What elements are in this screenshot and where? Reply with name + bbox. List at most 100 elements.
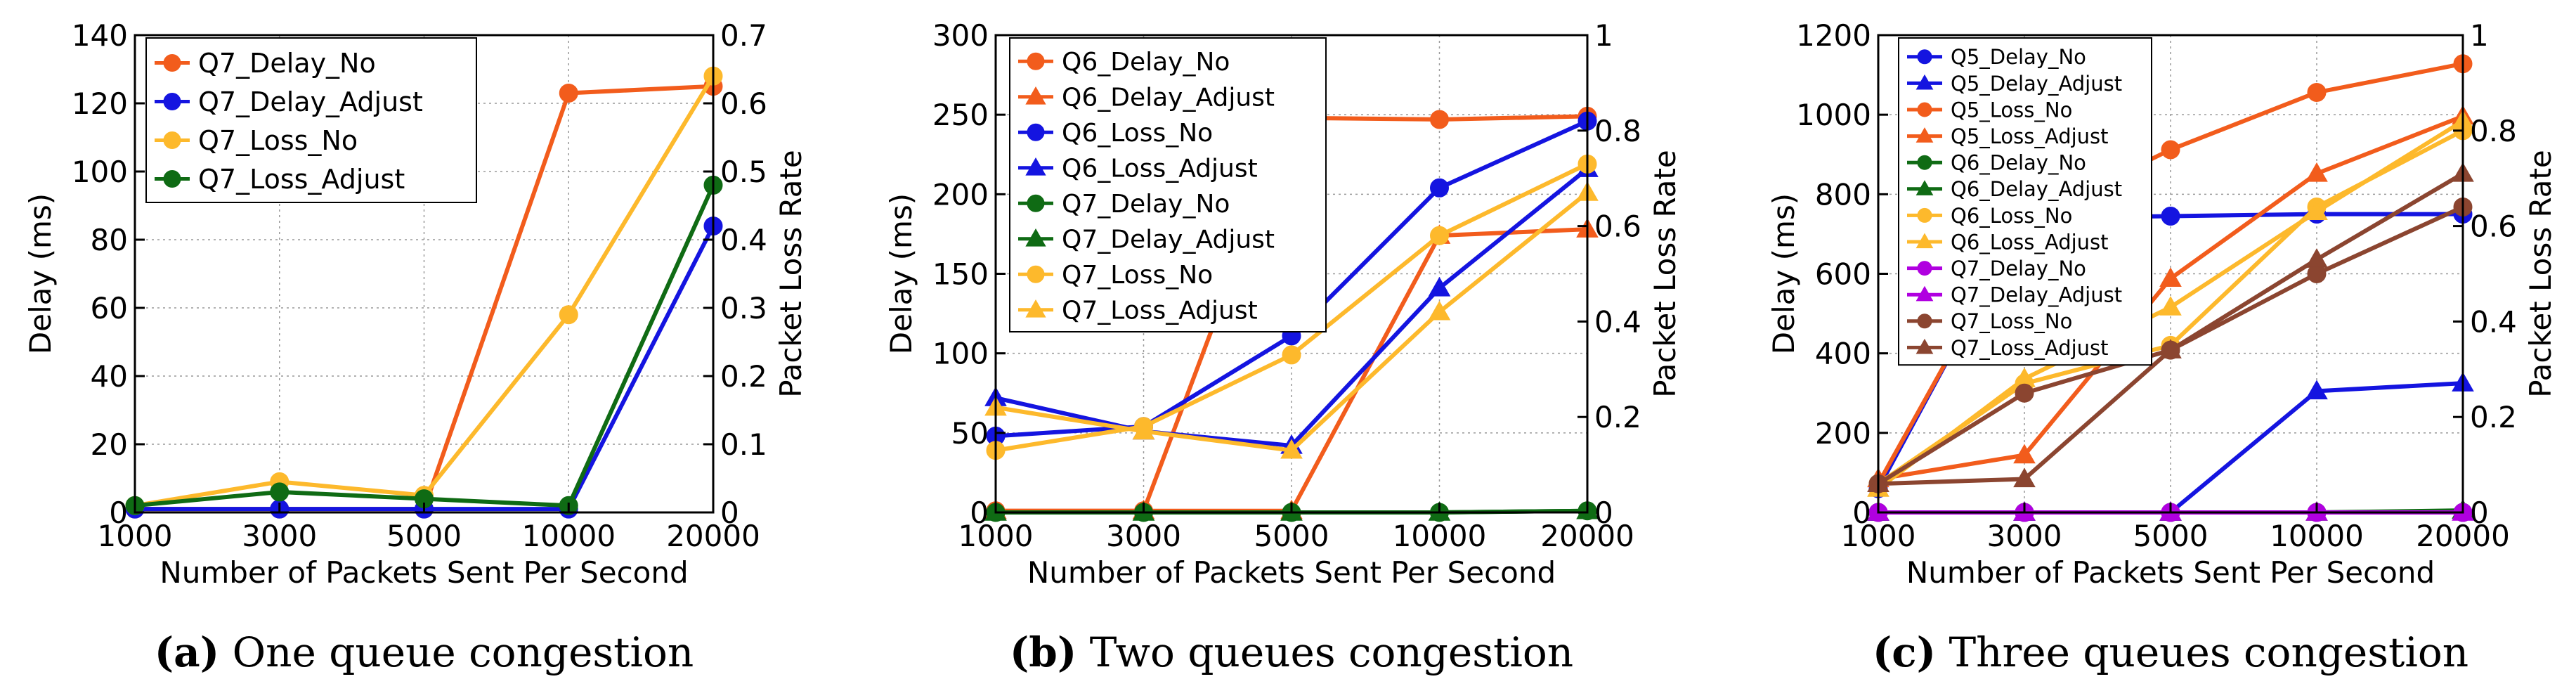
tick-label-y: 600 xyxy=(1815,257,1871,292)
tick-label-y: 1000 xyxy=(1796,98,1871,132)
legend-item-q7-delay-no: Q7_Delay_No xyxy=(1907,257,2086,280)
point-q6-loss-adjust xyxy=(1428,276,1451,297)
legend-item-q7-delay-adjust: Q7_Delay_Adjust xyxy=(1018,226,1275,254)
legend-item-q7-delay-adjust: Q7_Delay_Adjust xyxy=(1907,283,2122,307)
tick-label-y: 100 xyxy=(932,337,989,371)
tick-label-y: 140 xyxy=(72,18,128,53)
legend-label: Q5_Delay_No xyxy=(1951,45,2086,69)
legend-swatch-marker xyxy=(1025,228,1046,247)
point-q5-loss-adjust xyxy=(2013,444,2036,464)
tick-label-y: 120 xyxy=(72,86,128,121)
tick-label-y2: 0.7 xyxy=(720,18,767,53)
point-q7-loss-adjust xyxy=(2013,467,2036,488)
legend-swatch-marker xyxy=(1915,285,1934,302)
legend-label: Q7_Delay_No xyxy=(198,48,376,79)
tick-label-y2: 0.4 xyxy=(2470,304,2517,339)
x-axis-label: Number of Packets Sent Per Second xyxy=(160,555,688,590)
legend-swatch-marker xyxy=(1915,338,1934,354)
tick-label-y: 0 xyxy=(970,496,989,530)
y-axis-label: Delay (ms) xyxy=(1767,193,1801,354)
point-q6-loss-no xyxy=(1430,178,1449,198)
tick-label-y: 100 xyxy=(72,155,128,189)
tick-label-y2: 0.4 xyxy=(1594,304,1641,339)
figure-caption: (a) One queue congestion xyxy=(155,628,694,676)
tick-label-y2: 0.6 xyxy=(1594,209,1641,244)
y-axis-label: Delay (ms) xyxy=(884,193,918,354)
tick-label-y: 40 xyxy=(91,359,128,394)
point-q7-loss-no xyxy=(2015,383,2034,403)
legend-label: Q7_Loss_Adjust xyxy=(1062,297,1258,325)
tick-label-y2: 0.3 xyxy=(720,291,767,325)
legend-label: Q7_Loss_Adjust xyxy=(198,164,405,195)
legend-swatch-marker xyxy=(1917,102,1932,117)
legend-label: Q5_Loss_No xyxy=(1951,98,2072,122)
tick-label-y: 20 xyxy=(91,427,128,462)
legend-item-q5-delay-adjust: Q5_Delay_Adjust xyxy=(1907,72,2122,96)
legend-swatch-marker xyxy=(163,170,181,188)
tick-label-y2: 0.8 xyxy=(2470,114,2517,148)
legend-label: Q7_Delay_No xyxy=(1062,190,1230,219)
legend: Q7_Delay_No Q7_Delay_Adjust Q7_Loss_No Q7_L… xyxy=(145,37,477,203)
legend-swatch-marker xyxy=(1027,123,1045,141)
point-q5-loss-no xyxy=(2307,82,2327,102)
legend-label: Q6_Delay_Adjust xyxy=(1951,177,2122,201)
legend-item-q7-loss-adjust: Q7_Loss_Adjust xyxy=(1018,297,1258,325)
point-q5-loss-no xyxy=(2161,140,2180,160)
legend-label: Q7_Delay_Adjust xyxy=(1062,226,1275,254)
legend-item-q6-loss-adjust: Q6_Loss_Adjust xyxy=(1907,230,2109,254)
legend-label: Q7_Delay_Adjust xyxy=(198,86,423,117)
figure-caption: (c) Three queues congestion xyxy=(1873,628,2468,676)
chart-panel-a: 0 20 40 60 80 100 120 140 0 0.1 0.2 0.3 0.4 0.5 0.6 0.7… xyxy=(23,18,808,676)
legend-item-q6-delay-adjust: Q6_Delay_Adjust xyxy=(1907,177,2122,201)
point-q7-loss-no xyxy=(1282,345,1301,365)
legend-label: Q7_Delay_No xyxy=(1951,257,2086,280)
legend-swatch-marker xyxy=(1027,52,1045,70)
legend-item-q5-loss-no: Q5_Loss_No xyxy=(1907,98,2072,122)
legend-swatch-marker xyxy=(163,54,181,72)
legend-label: Q5_Loss_Adjust xyxy=(1951,124,2109,148)
figure-caption: (b) Two queues congestion xyxy=(1010,628,1573,676)
point-q7-loss-adjust xyxy=(1280,439,1303,459)
tick-label-y: 200 xyxy=(932,177,989,212)
legend-swatch-marker xyxy=(1025,299,1046,318)
tick-label-y2: 0.2 xyxy=(720,359,767,394)
tick-label-x: 20000 xyxy=(666,519,760,553)
tick-label-y2: 0.8 xyxy=(1594,114,1641,148)
legend-label: Q7_Loss_No xyxy=(1062,261,1213,290)
tick-label-y2: 0 xyxy=(720,496,739,530)
legend-swatch-marker xyxy=(1027,265,1045,283)
tick-label-y2: 0.2 xyxy=(1594,400,1641,434)
tick-label-x: 3000 xyxy=(242,519,317,553)
point-q7-loss-adjust xyxy=(270,482,290,502)
tick-label-x: 20000 xyxy=(2416,519,2510,553)
tick-label-y2: 0.6 xyxy=(720,86,767,121)
point-q7-loss-adjust xyxy=(1132,420,1155,440)
tick-label-x: 1000 xyxy=(958,519,1034,553)
tick-label-y: 800 xyxy=(1815,177,1871,212)
point-q6-delay-no xyxy=(1430,110,1449,129)
legend-box xyxy=(1009,37,1327,332)
legend-label: Q6_Loss_Adjust xyxy=(1062,155,1258,183)
tick-label-y: 50 xyxy=(951,416,989,451)
legend-swatch-marker xyxy=(1915,233,1934,249)
legend-item-q6-loss-no: Q6_Loss_No xyxy=(1018,119,1213,148)
point-q5-delay-no xyxy=(2161,206,2180,226)
legend-swatch-marker xyxy=(1915,127,1934,143)
tick-label-y: 0 xyxy=(109,496,128,530)
legend-swatch-marker xyxy=(163,131,181,149)
tick-label-x: 5000 xyxy=(386,519,462,553)
point-q7-loss-no xyxy=(1430,226,1449,245)
caption-letter: (c) xyxy=(1873,628,1936,676)
legend-item-q7-loss-no: Q7_Loss_No xyxy=(155,125,358,156)
tick-label-y2: 0.2 xyxy=(2470,400,2517,434)
legend-item-q6-delay-no: Q6_Delay_No xyxy=(1907,151,2086,175)
point-q7-loss-adjust xyxy=(1428,300,1451,321)
tick-label-x: 10000 xyxy=(521,519,616,553)
tick-label-y2: 1 xyxy=(1594,18,1613,53)
legend-item-q6-delay-adjust: Q6_Delay_Adjust xyxy=(1018,84,1275,112)
legend-swatch-marker xyxy=(1917,155,1932,170)
legend-item-q7-delay-adjust: Q7_Delay_Adjust xyxy=(155,86,423,117)
legend-item-q5-loss-adjust: Q5_Loss_Adjust xyxy=(1907,124,2109,148)
caption-text: One queue congestion xyxy=(219,628,694,676)
